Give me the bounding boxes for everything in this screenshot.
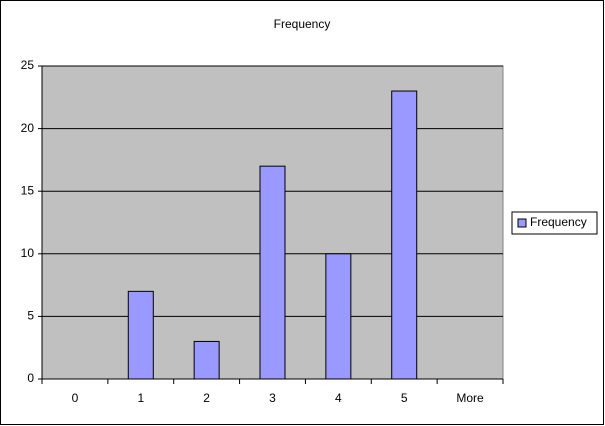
y-tick-label: 10 (21, 246, 35, 260)
y-tick-label: 5 (27, 309, 34, 323)
legend-label: Frequency (530, 215, 587, 229)
legend-box (511, 211, 598, 235)
bar (127, 290, 154, 380)
x-tick-label: 2 (203, 391, 210, 405)
y-tick-label: 0 (27, 371, 34, 385)
x-tick-label: 0 (72, 391, 79, 405)
x-tick-label: More (456, 391, 484, 405)
x-tick-label: 5 (401, 391, 408, 405)
y-tick-label: 20 (21, 121, 35, 135)
bar (193, 340, 220, 380)
bar (259, 165, 286, 380)
y-tick-label: 25 (21, 58, 35, 72)
chart-title: Frequency (274, 17, 331, 31)
x-tick-label: 3 (269, 391, 276, 405)
y-tick-label: 15 (21, 183, 35, 197)
x-tick-label: 1 (137, 391, 144, 405)
bar (325, 253, 352, 380)
legend-swatch (517, 218, 527, 228)
x-tick-label: 4 (335, 391, 342, 405)
bar (391, 90, 418, 380)
